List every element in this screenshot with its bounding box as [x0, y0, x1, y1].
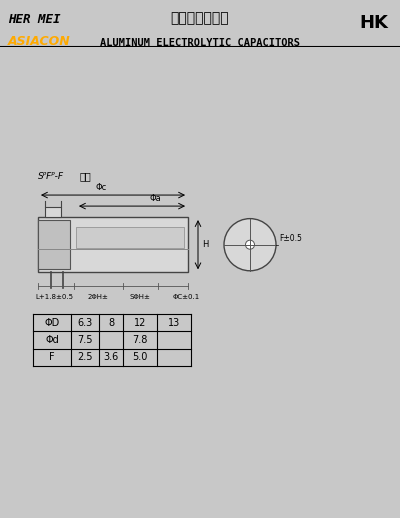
Text: ASIACON: ASIACON — [8, 35, 71, 48]
Text: 尺寸: 尺寸 — [80, 171, 92, 181]
Bar — [45, 207, 61, 217]
Text: 7.5: 7.5 — [77, 335, 93, 345]
Text: HK: HK — [359, 15, 388, 32]
Text: 2ΦH±: 2ΦH± — [88, 294, 108, 300]
Text: 7.8: 7.8 — [132, 335, 148, 345]
Text: 3.6: 3.6 — [103, 352, 119, 362]
Text: H: H — [202, 240, 208, 249]
Text: 5.0: 5.0 — [132, 352, 148, 362]
Text: 13: 13 — [168, 318, 180, 328]
Text: Φa: Φa — [149, 194, 161, 203]
Text: 鈓質電解電容器: 鈓質電解電容器 — [171, 11, 229, 26]
Text: 6.3: 6.3 — [77, 318, 93, 328]
Text: 8: 8 — [108, 318, 114, 328]
Text: F±0.5: F±0.5 — [279, 234, 302, 243]
Text: 2.5: 2.5 — [77, 352, 93, 362]
Text: Φd: Φd — [45, 335, 59, 345]
Bar — [38, 217, 188, 272]
Bar — [38, 220, 70, 269]
Text: F: F — [49, 352, 55, 362]
Text: HER MEI: HER MEI — [8, 13, 60, 26]
Text: ΦD: ΦD — [44, 318, 60, 328]
Text: SᴾFᴾ-F: SᴾFᴾ-F — [38, 172, 64, 181]
Circle shape — [246, 240, 254, 249]
Text: ΦC±0.1: ΦC±0.1 — [172, 294, 200, 300]
Bar — [76, 227, 184, 248]
Text: Φc: Φc — [95, 183, 107, 192]
Text: ALUMINUM ELECTROLYTIC CAPACITORS: ALUMINUM ELECTROLYTIC CAPACITORS — [100, 38, 300, 48]
Circle shape — [224, 219, 276, 271]
Text: SΦH±: SΦH± — [130, 294, 150, 300]
Text: 12: 12 — [134, 318, 146, 328]
Text: L+1.8±0.5: L+1.8±0.5 — [35, 294, 73, 300]
